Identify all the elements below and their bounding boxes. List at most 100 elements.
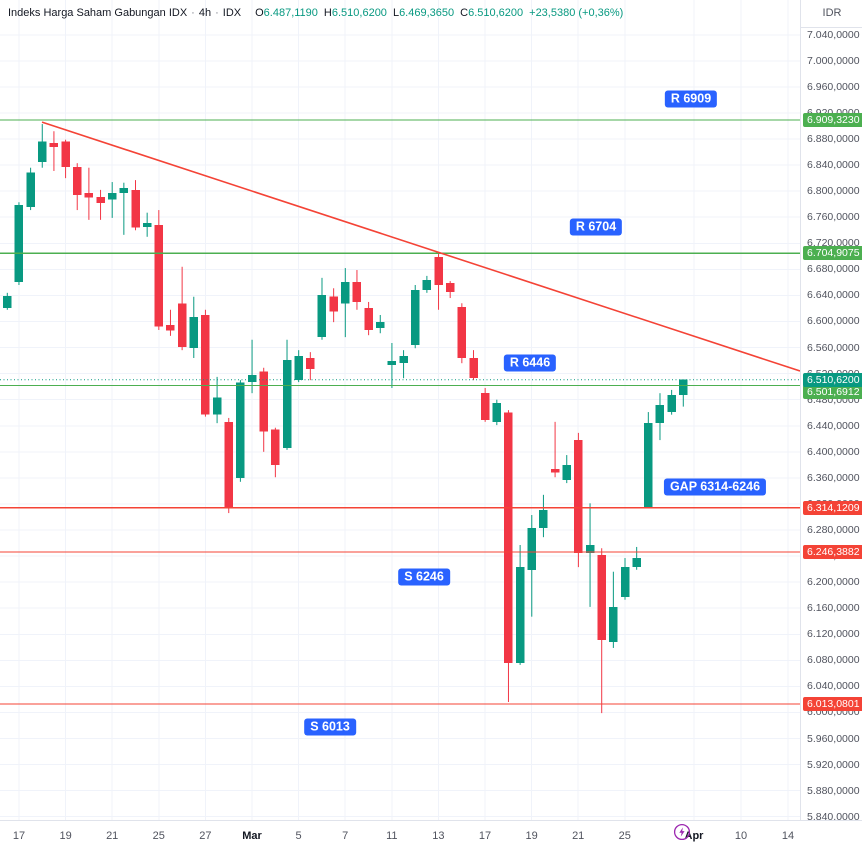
candle-body [201,314,210,415]
current-price-badge: 6.510,6200 [803,372,862,387]
price-tick-label: 6.560,0000 [807,341,860,354]
candle-body [597,554,606,641]
candle-body [644,423,653,508]
annotation-label[interactable]: R 6704 [569,218,623,236]
time-tick-label: 11 [386,830,398,842]
candle-body [480,393,490,420]
level-price-badge: 6.704,9075 [803,246,862,261]
candle-body [585,544,595,553]
high-label: H [323,7,332,19]
candle-body [72,167,82,196]
price-tick-label: 6.200,0000 [807,576,860,589]
low-label: L [392,7,400,19]
time-tick-label: 14 [781,830,795,842]
candle-body [224,421,233,508]
price-tick-label: 6.160,0000 [807,602,860,615]
level-price-badge: 6.909,3230 [803,112,862,127]
price-tick-label: 6.840,0000 [807,159,860,172]
close-value: 6.510,6200 [468,7,524,19]
candle-body [434,256,443,286]
chart-legend: Indeks Harga Saham Gabungan IDX · 4h · IDX O6… [8,7,623,19]
level-price-badge: 6.314,1209 [803,500,862,515]
candle-body [399,356,408,364]
currency-button[interactable]: IDR [801,0,862,28]
candle-body [317,294,327,338]
candle-body [177,303,187,347]
close-label: C [460,7,469,19]
symbol-title[interactable]: Indeks Harga Saham Gabungan IDX [8,7,188,19]
candle-body [3,296,12,308]
time-tick-label: 7 [342,830,349,842]
ohlc-readout: O6.487,1190 H6.510,6200 L6.469,3650 C6.510,… [249,7,523,19]
candle-body [550,468,560,473]
candle-body [457,307,467,358]
low-value: 6.469,3650 [399,7,455,19]
drawing-labels-layer: R 6909 R 6704 R 6446 GAP 6314-6246 S 6246 S 6… [304,90,767,736]
candle-body [679,379,688,396]
time-tick-label: 27 [199,830,212,842]
candle-body [166,324,175,331]
time-tick-label: 19 [525,830,538,842]
candle-body [352,281,362,302]
price-tick-label: 6.440,0000 [807,419,860,432]
time-tick-label: 25 [152,830,165,842]
candle-body [504,412,513,663]
price-tick-label: 6.080,0000 [807,654,860,667]
candle-body [620,567,630,598]
price-tick-label: 5.840,0000 [807,810,860,823]
annotation-label[interactable]: S 6013 [304,718,356,736]
open-value: 6.487,1190 [263,7,318,19]
price-tick-label: 6.040,0000 [807,680,860,693]
price-tick-label: 5.960,0000 [807,732,860,745]
time-axis[interactable]: 17 19 21 25 27 Mar 5 7 11 13 17 19 21 25 Apr 10 14 [0,820,862,854]
candle-body [306,357,315,370]
lightning-icon[interactable] [673,823,691,841]
annotation-label[interactable]: R 6909 [664,90,718,108]
candle-body [515,567,525,663]
candle-body [632,558,641,568]
candle-body [445,283,455,293]
time-tick-label: 5 [295,830,302,842]
candle-body [376,322,385,329]
candle-body [364,307,373,330]
price-axis[interactable]: IDR 7.040,00007.000,00006.960,00006.920,… [800,0,862,854]
candle-body [247,374,257,383]
candle-body [655,404,665,424]
time-tick-label: 21 [572,830,585,842]
candle-body [562,464,571,480]
candle-body [410,290,420,345]
level-price-badge: 6.013,0801 [803,696,862,711]
trendline[interactable] [41,121,800,372]
candle-body [212,397,222,415]
time-tick-label: 17 [478,830,492,842]
high-value: 6.510,6200 [331,7,387,19]
annotation-label[interactable]: GAP 6314-6246 [663,478,767,496]
candle-body [271,429,280,465]
candle-body [26,172,35,207]
candlestick-plot[interactable] [0,0,800,820]
price-tick-label: 6.120,0000 [807,628,860,641]
price-tick-label: 5.880,0000 [807,784,860,797]
candle-body [154,225,164,327]
price-tick-label: 6.760,0000 [807,211,860,224]
candle-body [84,193,94,198]
interval-label[interactable]: 4h [198,7,212,19]
candle-body [609,606,618,643]
price-tick-label: 6.680,0000 [807,263,860,276]
candle-body [282,359,292,448]
candle-body [107,193,117,200]
price-tick-label: 5.920,0000 [807,758,860,771]
annotation-label[interactable]: R 6446 [503,354,557,372]
price-tick-label: 7.000,0000 [807,54,860,67]
time-tick-label: 13 [432,830,445,842]
annotation-label[interactable]: S 6246 [398,568,450,586]
candle-body [329,296,338,312]
legend-separator: · [215,7,219,19]
candle-body [574,440,583,553]
open-label: O [255,7,264,19]
price-tick-label: 6.880,0000 [807,133,860,146]
candle-body [492,402,502,422]
candle-body [259,371,268,432]
price-tick-label: 6.600,0000 [807,315,860,328]
